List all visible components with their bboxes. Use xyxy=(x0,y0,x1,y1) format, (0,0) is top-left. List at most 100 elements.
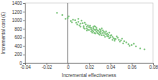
y-tick: 1400 xyxy=(12,1,25,6)
x-tick: 0.08 xyxy=(149,63,158,70)
y-tick-label: 1400 xyxy=(12,1,23,6)
point xyxy=(109,36,111,38)
point xyxy=(83,25,85,27)
point xyxy=(101,34,103,36)
y-axis-title: Incremental cost (£) xyxy=(1,11,6,54)
point xyxy=(135,45,137,47)
point xyxy=(67,17,69,19)
point xyxy=(93,32,95,34)
y-tick-label: 1200 xyxy=(12,10,23,15)
point xyxy=(82,22,84,24)
x-tick-label: 0.02 xyxy=(85,65,94,70)
x-tick: 0.04 xyxy=(106,63,115,70)
point xyxy=(76,24,78,26)
x-tick-label: 0.08 xyxy=(149,65,158,70)
y-tick-mark xyxy=(23,54,25,55)
y-tick-label: 200 xyxy=(14,52,22,57)
x-tick: 0.06 xyxy=(128,63,137,70)
point xyxy=(139,48,141,50)
point xyxy=(85,24,87,26)
x-tick-label: 0 xyxy=(67,65,70,70)
point xyxy=(74,19,76,21)
point xyxy=(86,27,88,29)
zero-line xyxy=(67,3,68,63)
y-tick-mark xyxy=(23,37,25,38)
point xyxy=(87,24,89,26)
y-axis: 0 200 400 600 800 1000 1200 1400 xyxy=(12,1,26,66)
point xyxy=(119,41,121,43)
y-tick: 1000 xyxy=(12,18,25,23)
point xyxy=(112,39,114,41)
x-axis: -0.04-0.0200.020.040.060.08 xyxy=(20,63,158,70)
point xyxy=(102,32,104,34)
y-tick: 1200 xyxy=(12,10,25,15)
x-tick-label: -0.02 xyxy=(42,65,53,70)
point xyxy=(105,30,107,32)
y-tick-label: 0 xyxy=(19,61,22,66)
point xyxy=(106,35,108,37)
x-tick-label: 0.04 xyxy=(106,65,115,70)
x-axis-title: Incremental effectiveness xyxy=(62,73,117,78)
point xyxy=(68,15,70,17)
y-tick-label: 1000 xyxy=(12,18,23,23)
point xyxy=(75,22,77,24)
chart: -0.04-0.0200.020.040.060.080200400600800… xyxy=(0,0,158,80)
point xyxy=(108,32,110,34)
y-tick-mark xyxy=(23,29,25,30)
point xyxy=(88,26,90,28)
y-tick-mark xyxy=(23,20,25,21)
point xyxy=(101,27,103,29)
point xyxy=(133,43,135,45)
point xyxy=(77,21,79,23)
point xyxy=(122,42,124,44)
y-tick: 600 xyxy=(14,35,25,40)
point xyxy=(96,31,98,33)
point xyxy=(144,48,146,50)
point xyxy=(80,26,82,28)
y-tick: 400 xyxy=(14,44,25,49)
point xyxy=(123,40,125,42)
x-tick: -0.02 xyxy=(42,63,53,70)
point xyxy=(99,34,101,36)
point xyxy=(114,38,116,40)
x-tick: 0.02 xyxy=(85,63,94,70)
point xyxy=(111,34,113,36)
y-tick-label: 400 xyxy=(14,44,22,49)
y-tick: 0 xyxy=(19,61,25,66)
point xyxy=(121,38,123,40)
point xyxy=(56,12,58,14)
point xyxy=(92,28,94,30)
x-tick-label: 0.06 xyxy=(128,65,137,70)
point xyxy=(116,36,118,38)
point xyxy=(92,26,94,28)
point xyxy=(118,39,120,41)
point xyxy=(90,30,92,32)
point xyxy=(81,20,83,22)
point xyxy=(86,30,88,32)
point xyxy=(83,27,85,29)
point xyxy=(98,30,100,32)
point xyxy=(61,14,63,16)
y-tick-mark xyxy=(23,3,25,4)
point xyxy=(95,29,97,31)
point xyxy=(129,45,131,47)
y-tick-mark xyxy=(23,46,25,47)
y-tick-mark xyxy=(23,12,25,13)
y-tick-label: 800 xyxy=(14,27,22,32)
y-tick-label: 600 xyxy=(14,35,22,40)
point xyxy=(72,19,74,21)
point xyxy=(103,34,105,36)
point xyxy=(131,44,133,46)
point xyxy=(99,28,101,30)
point xyxy=(125,42,127,44)
points xyxy=(56,3,145,63)
point xyxy=(104,36,106,38)
x-tick: 0 xyxy=(67,63,70,70)
point xyxy=(71,21,73,23)
point xyxy=(90,27,92,29)
point xyxy=(128,43,130,45)
y-tick-mark xyxy=(23,63,25,64)
point xyxy=(100,31,102,33)
y-axis-line xyxy=(23,4,26,64)
point xyxy=(80,23,82,25)
